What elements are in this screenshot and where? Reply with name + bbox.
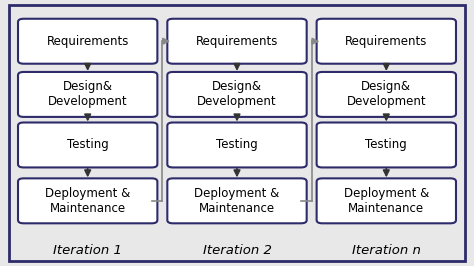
FancyBboxPatch shape xyxy=(18,19,157,64)
Text: Iteration n: Iteration n xyxy=(352,244,421,256)
Text: Design&
Development: Design& Development xyxy=(197,80,277,109)
Text: Design&
Development: Design& Development xyxy=(346,80,426,109)
Text: Testing: Testing xyxy=(216,139,258,151)
FancyBboxPatch shape xyxy=(317,122,456,168)
Text: Requirements: Requirements xyxy=(196,35,278,48)
Text: Iteration 1: Iteration 1 xyxy=(53,244,122,256)
FancyBboxPatch shape xyxy=(167,122,307,168)
FancyBboxPatch shape xyxy=(18,122,157,168)
Text: Testing: Testing xyxy=(67,139,109,151)
Text: Testing: Testing xyxy=(365,139,407,151)
Text: Deployment &
Maintenance: Deployment & Maintenance xyxy=(45,187,130,215)
Text: Deployment &
Maintenance: Deployment & Maintenance xyxy=(194,187,280,215)
Text: Design&
Development: Design& Development xyxy=(48,80,128,109)
FancyBboxPatch shape xyxy=(317,19,456,64)
FancyBboxPatch shape xyxy=(18,178,157,223)
Text: Iteration 2: Iteration 2 xyxy=(202,244,272,256)
Text: Requirements: Requirements xyxy=(46,35,129,48)
FancyBboxPatch shape xyxy=(18,72,157,117)
FancyBboxPatch shape xyxy=(317,72,456,117)
FancyBboxPatch shape xyxy=(167,72,307,117)
Text: Deployment &
Maintenance: Deployment & Maintenance xyxy=(344,187,429,215)
Text: Requirements: Requirements xyxy=(345,35,428,48)
FancyBboxPatch shape xyxy=(317,178,456,223)
FancyBboxPatch shape xyxy=(167,178,307,223)
FancyBboxPatch shape xyxy=(167,19,307,64)
